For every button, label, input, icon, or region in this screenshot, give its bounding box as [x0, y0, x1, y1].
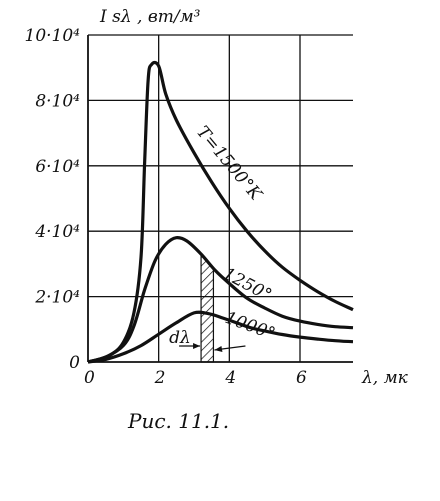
y-tick-label: 10·10⁴ [25, 26, 81, 46]
grid [88, 34, 353, 362]
y-axis-title: I sλ , вт/м³ [99, 7, 201, 27]
y-tick-label: 0 [69, 353, 80, 373]
tick-labels: 0 2 4 6 0 2·10⁴ 4·10⁴ 6·10⁴ 8·10⁴ 10·10⁴ [25, 26, 307, 388]
series-line-2 [87, 235, 354, 364]
curves [87, 60, 354, 364]
y-tick-label: 8·10⁴ [35, 91, 80, 111]
x-axis-title: λ, мк [361, 368, 409, 388]
x-tick-label: 4 [224, 368, 236, 388]
axes [87, 35, 353, 363]
y-tick-label: 6·10⁴ [35, 157, 80, 177]
series-line-1 [87, 60, 354, 364]
series-line-3 [87, 310, 354, 364]
series-label-3: 1000° [222, 308, 277, 344]
figure-caption: Рис. 11.1. [127, 409, 229, 433]
y-tick-label: 4·10⁴ [34, 222, 80, 242]
x-tick-label: 2 [154, 368, 166, 388]
dlambda-arrowhead-left [193, 343, 201, 349]
y-tick-label: 2·10⁴ [34, 288, 80, 308]
x-tick-label: 0 [84, 368, 95, 388]
x-tick-label: 6 [296, 368, 307, 388]
dlambda-arrowhead-right [214, 346, 223, 352]
dlambda-label: dλ [169, 328, 191, 348]
dlambda-strip [200, 252, 215, 363]
